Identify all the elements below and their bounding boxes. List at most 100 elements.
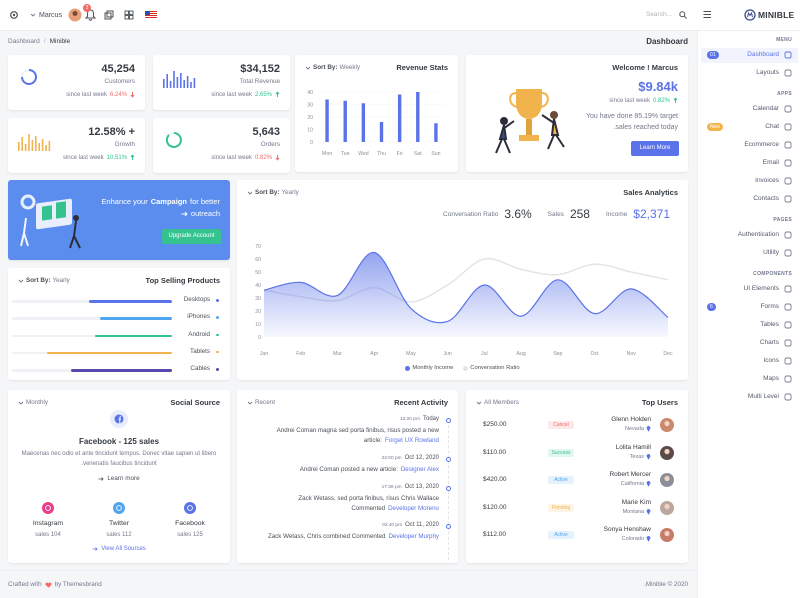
menu-item[interactable]: Icons: [763, 357, 779, 364]
stat-value: 5,643: [252, 126, 280, 138]
learn-more-link[interactable]: Learn more: [8, 475, 230, 482]
shape: [169, 81, 172, 88]
shape: [56, 201, 66, 219]
shape: [48, 141, 51, 151]
menu-item[interactable]: Charts: [759, 339, 779, 346]
location-text: California: [620, 481, 644, 487]
shape: [28, 134, 30, 151]
y-tick-label: 60: [255, 257, 261, 263]
filter-text: Sort By:: [26, 277, 51, 284]
menu-item[interactable]: Email: [762, 159, 779, 166]
pin-icon: [646, 453, 651, 460]
brand-logo: [744, 9, 756, 21]
bar: [325, 99, 329, 142]
menu-item[interactable]: Layouts: [756, 69, 779, 76]
menu-item[interactable]: Forms: [760, 303, 779, 310]
shape: [163, 79, 165, 88]
activity-body: Andrei Coman posted a new article:: [299, 466, 398, 473]
user-avatar: [660, 418, 674, 432]
sales-chart: 0 10 20 30 40 50 60 70 Jan Feb Mar Apr May Jun Jul Aug S…: [255, 244, 673, 357]
activity-date: Oct 11, 2020: [405, 522, 439, 528]
menu-item[interactable]: Calendar: [752, 105, 779, 112]
bar: [379, 122, 384, 142]
breadcrumb-item[interactable]: Dashboard: [8, 38, 40, 45]
social-source-card: Monthly Social Source Facebook - 125 sales…: [8, 390, 230, 563]
grid-icon: [124, 10, 134, 20]
activity-link[interactable]: Developer Moreno: [388, 504, 439, 512]
shape: [187, 505, 193, 511]
card-filter[interactable]: All Members: [476, 399, 519, 406]
activity-text: Zack Wetass, Chris combined Commented Dev…: [254, 532, 439, 542]
learn-more-text[interactable]: Learn more: [107, 475, 140, 482]
menu-item[interactable]: Maps: [763, 375, 779, 382]
legend-item[interactable]: Monthly Income: [405, 365, 453, 371]
search-input[interactable]: Search...: [645, 11, 672, 18]
card-filter[interactable]: Monthly: [18, 399, 48, 406]
menu-item[interactable]: Invoices: [755, 177, 779, 184]
location-text: Colorado: [621, 536, 644, 542]
activity-link[interactable]: Developer Murphy: [388, 533, 439, 540]
card-title: Recent Activity: [394, 398, 448, 407]
card-filter[interactable]: Recent: [247, 399, 275, 406]
area-line: [263, 251, 669, 324]
menu-section-title: APPS: [777, 91, 792, 97]
x-tick-label: Fri: [397, 151, 403, 157]
arrow-icon: [673, 97, 678, 103]
shape: [129, 15, 134, 20]
menu-item[interactable]: Ecommerce: [744, 141, 779, 148]
chevron-icon: [30, 13, 36, 17]
menu-item[interactable]: Contacts: [753, 195, 779, 202]
x-tick-label: Sun: [431, 151, 440, 157]
breadcrumb-item[interactable]: Minible: [49, 38, 71, 45]
menu-item[interactable]: Tables: [760, 321, 779, 328]
change-value: 10.51%: [106, 154, 127, 161]
shape: [664, 420, 670, 427]
menu-item[interactable]: Multi Level: [747, 393, 779, 400]
shape: [664, 503, 670, 509]
user-avatar: [660, 473, 674, 487]
menu-item[interactable]: Utility: [763, 249, 779, 256]
timeline-dot: [446, 418, 451, 423]
source-name: Instagram: [32, 520, 64, 527]
x-tick-label: Thu: [377, 151, 386, 157]
upgrade-button[interactable]: Upgrade Account: [162, 229, 221, 244]
legend-item[interactable]: Conversation Ratio: [463, 365, 520, 371]
view-all-link[interactable]: View All Sources: [8, 546, 230, 552]
activity-link[interactable]: Forget UX Rowland: [385, 436, 439, 444]
card-filter[interactable]: Sort By: Yearly: [247, 189, 299, 196]
menu-item[interactable]: Chat: [765, 123, 779, 130]
learn-more-button[interactable]: Learn More: [631, 141, 679, 156]
menu-item[interactable]: Dashboard: [747, 51, 779, 58]
menu-active-bg: [701, 48, 798, 63]
activity-link[interactable]: Designer Alex: [400, 466, 439, 473]
stat-card: 12.58% + Growth since last week 10.51%: [8, 118, 145, 173]
stat-value: 12.58% +: [88, 126, 135, 138]
product-name: Cables: [190, 365, 210, 373]
user-location: Texas: [630, 454, 651, 460]
shape: [41, 139, 44, 151]
menu-item[interactable]: UI Elements: [743, 285, 779, 292]
user-amount: $110.00: [483, 448, 507, 456]
welcome-title: Welcome ! Marcus: [612, 63, 678, 72]
footer-copyright: .Minible © 2020: [644, 581, 688, 588]
card-title: Social Source: [170, 398, 220, 407]
menu-item[interactable]: Authentication: [737, 231, 779, 238]
pin-icon: [646, 508, 651, 515]
view-all-text[interactable]: View All Sources: [101, 546, 146, 552]
stat-label: Total Revenue: [239, 78, 280, 85]
shape: [42, 502, 54, 514]
product-dot: [216, 316, 219, 319]
card-filter[interactable]: Sort By: Yearly: [18, 277, 70, 284]
campaign-card: Enhance your Campaign for better outreach Up…: [8, 180, 230, 260]
user-menu[interactable]: Marcus: [30, 7, 82, 23]
stat-label: Growth: [114, 141, 135, 148]
arrow-icon: [275, 91, 280, 97]
metric: Conversation Ratio 3.6%: [443, 207, 532, 221]
card-filter[interactable]: Sort By: Weekly: [305, 64, 360, 71]
change-row: since last week 0.82%: [609, 97, 678, 104]
shape: [173, 71, 175, 88]
menu-icon: [784, 159, 792, 167]
shape: [495, 120, 515, 154]
shape: [145, 17, 157, 18]
campaign-text-part: outreach: [190, 209, 220, 218]
